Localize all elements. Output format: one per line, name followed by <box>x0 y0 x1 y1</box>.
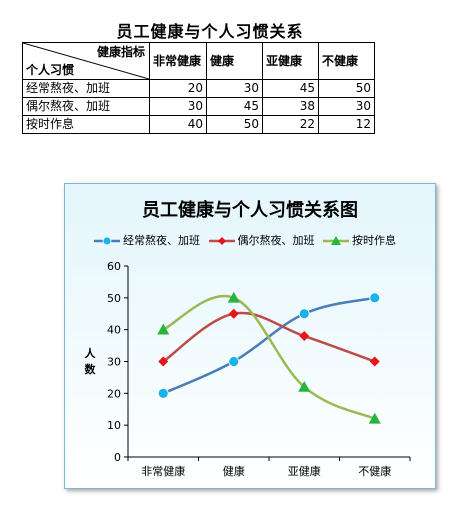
legend-item: 经常熬夜、加班 <box>93 234 200 248</box>
table-title: 员工健康与个人习惯关系 <box>116 22 304 41</box>
x-tick-label: 亚健康 <box>288 464 321 478</box>
table-cell: 30 <box>149 97 207 116</box>
table-cell: 50 <box>206 115 263 134</box>
corner-label-habit: 个人习惯 <box>26 63 75 77</box>
data-point <box>217 237 226 245</box>
y-tick-label: 0 <box>114 451 121 464</box>
row-label: 经常熬夜、加班 <box>22 79 150 98</box>
y-tick-label: 50 <box>107 292 121 305</box>
row-label: 偶尔熬夜、加班 <box>22 97 150 116</box>
legend-label: 经常熬夜、加班 <box>123 234 200 247</box>
table-cell: 40 <box>149 115 207 134</box>
table-row: 按时作息 40 50 22 12 <box>22 115 375 134</box>
table-header-row: 健康指标 个人习惯 非常健康 健康 亚健康 不健康 <box>22 42 375 80</box>
table-row: 偶尔熬夜、加班 30 45 38 30 <box>22 97 375 116</box>
chart-legend: 经常熬夜、加班 偶尔熬夜、加班 按时作息 <box>93 234 400 248</box>
table-cell: 45 <box>206 97 263 116</box>
corner-label-health: 健康指标 <box>96 45 145 59</box>
legend-item: 偶尔熬夜、加班 <box>208 234 315 248</box>
data-point <box>368 412 381 424</box>
column-header: 健康 <box>206 42 263 80</box>
data-point <box>299 331 310 342</box>
data-point <box>158 356 169 367</box>
data-point <box>228 308 239 319</box>
row-label: 按时作息 <box>22 115 150 134</box>
y-tick-label: 30 <box>107 356 121 369</box>
corner-diagonal-line <box>23 43 149 79</box>
data-point <box>369 356 380 367</box>
table-cell: 30 <box>206 79 263 98</box>
table-row: 经常熬夜、加班 20 30 45 50 <box>22 79 375 98</box>
series-line <box>162 311 376 363</box>
data-table: 健康指标 个人习惯 非常健康 健康 亚健康 不健康 经常熬夜、加班 20 30 … <box>22 42 375 134</box>
table-cell: 45 <box>262 79 319 98</box>
y-tick-label: 20 <box>107 387 121 400</box>
data-point <box>227 291 240 303</box>
plot-area: 0 10 20 30 40 50 60 非常健康 健康 亚健康 不健康 <box>107 260 411 478</box>
x-tick-label: 不健康 <box>358 464 391 478</box>
chart-title: 员工健康与个人习惯关系图 <box>142 200 358 221</box>
legend-swatch <box>94 236 120 246</box>
data-point <box>331 236 341 245</box>
table-cell: 12 <box>318 115 375 134</box>
table-corner-cell: 健康指标 个人习惯 <box>22 42 150 80</box>
legend-swatch <box>208 237 235 245</box>
y-tick-label: 10 <box>107 419 121 432</box>
table-cell: 30 <box>318 97 375 116</box>
data-point <box>102 236 112 246</box>
table-cell: 38 <box>262 97 319 116</box>
column-header: 亚健康 <box>262 42 319 80</box>
y-tick-label: 40 <box>107 324 121 337</box>
legend-label: 偶尔熬夜、加班 <box>237 234 315 247</box>
column-header: 不健康 <box>318 42 375 80</box>
data-point <box>298 380 311 392</box>
data-point <box>228 356 240 367</box>
table-cell: 50 <box>318 79 375 98</box>
table-cell: 20 <box>149 79 207 98</box>
line-chart: 员工健康与个人习惯关系图 经常熬夜、加班 偶尔熬夜、加班 按时作息 人数 0 10… <box>64 183 436 489</box>
data-point <box>369 292 381 304</box>
y-tick-label: 60 <box>107 260 121 273</box>
data-point <box>298 308 310 320</box>
legend-label: 按时作息 <box>352 234 396 247</box>
series-line <box>162 294 376 421</box>
y-axis-title: 人数 <box>84 347 96 376</box>
table-cell: 22 <box>262 115 319 134</box>
series-line <box>162 296 376 395</box>
data-point <box>157 387 169 399</box>
legend-swatch <box>323 236 349 245</box>
column-header: 非常健康 <box>149 42 207 80</box>
legend-item: 按时作息 <box>322 234 396 248</box>
data-point <box>157 323 170 335</box>
x-tick-label: 健康 <box>223 464 245 478</box>
x-tick-label: 非常健康 <box>141 464 185 478</box>
